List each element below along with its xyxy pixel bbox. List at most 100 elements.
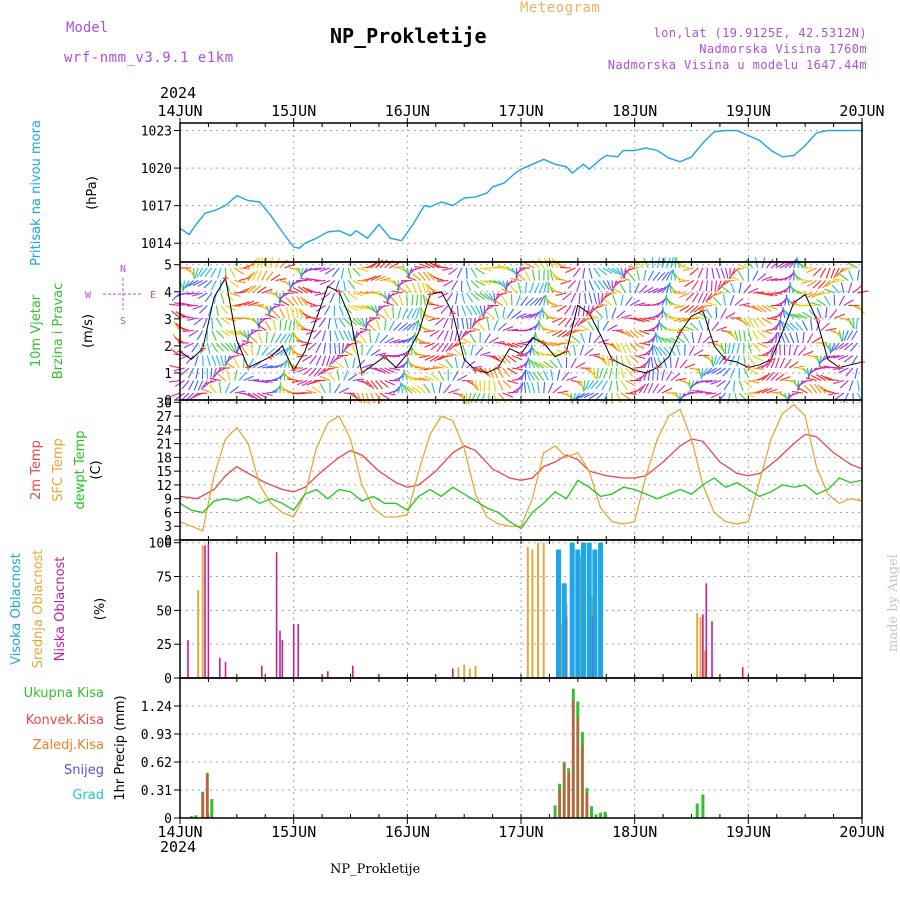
- wind-barb: [604, 307, 608, 319]
- wind-barb: [730, 282, 736, 294]
- wind-barb: [528, 370, 536, 381]
- wind-barb: [317, 367, 326, 377]
- wind-barb: [375, 367, 386, 374]
- wind-barb: [206, 355, 211, 367]
- wind-barb: [502, 342, 514, 348]
- y-tick-label: 24: [156, 424, 172, 439]
- wind-barb: [206, 342, 211, 354]
- wind-barb: [634, 354, 646, 360]
- cloud-bar: [201, 545, 204, 678]
- wind-barb: [833, 294, 836, 306]
- wind-barb: [494, 307, 499, 319]
- wind-barb: [682, 392, 694, 396]
- wind-barb: [441, 267, 453, 271]
- wind-barb: [424, 262, 435, 269]
- wind-barb: [727, 342, 731, 354]
- wind-barb: [838, 330, 843, 342]
- wind-barb: [422, 271, 431, 281]
- wind-barb: [541, 353, 553, 357]
- wind-barb: [743, 330, 746, 342]
- y-tick-label: 9: [164, 493, 172, 508]
- wind-barb: [665, 337, 676, 344]
- wind-barb: [467, 392, 472, 404]
- wind-barb: [588, 367, 596, 378]
- y-tick-label: 18: [156, 451, 172, 466]
- wind-barb: [196, 330, 204, 341]
- wind-barb: [566, 376, 577, 382]
- wind-barb: [817, 384, 827, 394]
- wind-barb: [576, 280, 581, 292]
- wind-barb: [352, 357, 356, 369]
- wind-barb: [761, 275, 773, 282]
- wind-barb: [761, 360, 771, 369]
- wind-barb: [629, 317, 641, 322]
- wind-barb: [616, 310, 626, 319]
- wind-barb: [484, 305, 495, 312]
- wind-barb: [851, 330, 858, 341]
- wind-barb: [856, 269, 860, 281]
- precip-bar: [563, 763, 566, 818]
- wind-barb: [193, 317, 204, 326]
- wind-barb: [830, 267, 836, 279]
- wind-barb: [471, 317, 477, 329]
- wind-barb: [296, 367, 308, 373]
- panel-frame-temperature: [179, 399, 863, 541]
- wind-barb: [619, 276, 631, 282]
- wind-barb: [685, 305, 695, 314]
- wind-barb: [342, 349, 354, 356]
- wind-barb: [738, 380, 744, 391]
- wind-barb: [287, 378, 299, 382]
- wind-barb: [234, 267, 244, 275]
- wind-barb: [743, 367, 750, 379]
- wind-barb: [323, 367, 335, 372]
- wind-barb: [305, 389, 317, 394]
- wind-barb: [643, 358, 650, 369]
- wind-speed-point: [518, 351, 524, 357]
- wind-barb: [171, 310, 181, 319]
- wind-barb: [352, 292, 364, 297]
- temp-line-2m-temp: [179, 433, 863, 500]
- wind-barb: [287, 391, 299, 394]
- wind-barb: [203, 280, 213, 289]
- wind-barb: [761, 305, 772, 312]
- wind-barb: [634, 330, 645, 338]
- y-tick-label: 50: [156, 604, 172, 619]
- wind-barb: [414, 333, 422, 344]
- wind-barb: [806, 267, 817, 274]
- precip-bar: [581, 745, 584, 818]
- wind-barb: [515, 383, 523, 394]
- wind-barb: [516, 342, 528, 346]
- cloud-bar: [197, 590, 200, 678]
- wind-barb: [402, 307, 408, 319]
- wind-barb: [833, 379, 844, 385]
- wind-barb: [433, 304, 444, 310]
- y-tick-label: 0: [164, 672, 172, 687]
- wind-barb: [712, 355, 718, 367]
- model-label: Model: [66, 20, 109, 36]
- wind-barb: [847, 282, 853, 294]
- wind-barb: [388, 320, 395, 331]
- wind-barb: [256, 270, 263, 281]
- wind-barb: [788, 312, 799, 319]
- wind-barb: [451, 280, 458, 291]
- wind-barb: [389, 367, 401, 371]
- wind-barb: [832, 278, 844, 282]
- wind-barb: [603, 298, 613, 306]
- wind-barb: [588, 292, 593, 304]
- wind-barb: [275, 333, 282, 344]
- wind-barb: [386, 292, 395, 302]
- wind-barb: [484, 333, 491, 344]
- wind-barb: [761, 329, 773, 335]
- wind-barb: [818, 355, 827, 365]
- wind-barb: [814, 383, 822, 394]
- wind-barb: [461, 345, 467, 356]
- wind-barb: [734, 392, 739, 404]
- temp-line-sfc-temp: [179, 403, 863, 532]
- wind-barb: [623, 267, 631, 278]
- wind-barb: [525, 369, 531, 381]
- wind-barb: [847, 317, 854, 329]
- wind-barb: [731, 342, 736, 354]
- wind-barb: [388, 389, 400, 394]
- wind-barb: [748, 367, 758, 375]
- wind-barb: [438, 382, 442, 394]
